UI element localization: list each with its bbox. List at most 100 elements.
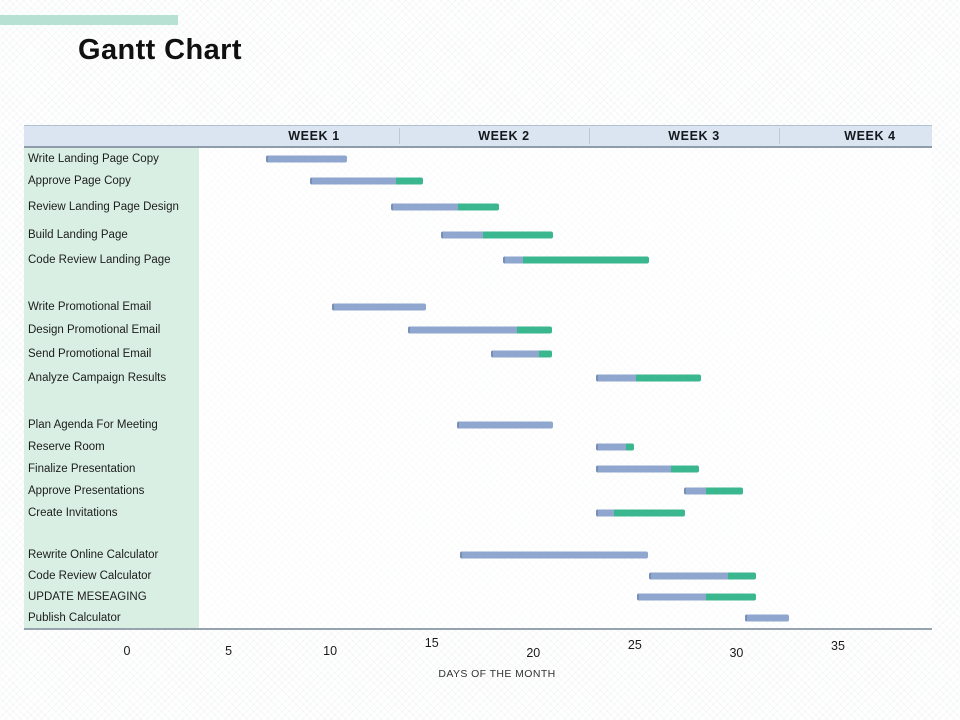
task-plot-area [201, 586, 932, 607]
x-axis-tick: 5 [225, 644, 233, 658]
task-plot-area [201, 565, 932, 586]
bar-planned-segment [310, 177, 396, 185]
bar-planned-segment [407, 326, 517, 334]
gantt-bar [456, 421, 553, 429]
task-plot-area [201, 192, 932, 222]
bar-progress-segment [671, 465, 700, 473]
task-row: Reserve Room [24, 436, 932, 458]
task-plot-area [201, 222, 932, 248]
bar-planned-segment [596, 443, 627, 451]
task-row: UPDATE MESEAGING [24, 586, 932, 607]
task-row: Code Review Landing Page [24, 248, 932, 272]
x-axis-tick: 25 [627, 638, 642, 652]
x-axis-tick: 0 [123, 644, 131, 658]
gantt-bar [596, 374, 702, 382]
bar-progress-segment [614, 509, 686, 517]
gantt-bar [745, 614, 789, 621]
task-row: Finalize Presentation [24, 458, 932, 480]
gantt-bar [490, 350, 552, 358]
page-title: Gantt Chart [78, 34, 242, 66]
bar-progress-segment [482, 231, 553, 239]
spacer-plot-cell [201, 524, 932, 544]
bar-planned-segment [745, 614, 789, 621]
bar-progress-segment [626, 443, 635, 451]
bar-progress-segment [457, 203, 499, 211]
bar-planned-segment [596, 465, 672, 473]
week-separator [588, 128, 590, 144]
week-separator [399, 128, 400, 144]
task-label: Code Review Calculator [24, 565, 201, 586]
week-header-row: WEEK 1 WEEK 2 WEEK 3 WEEK 4 [24, 126, 932, 148]
bar-planned-segment [440, 231, 483, 239]
task-label: Code Review Landing Page [24, 248, 201, 272]
x-axis: 0 5 10 15 20 25 30 35 [24, 634, 932, 664]
task-plot-area [201, 318, 932, 342]
task-plot-area [201, 502, 932, 524]
task-row: Design Promotional Email [24, 318, 932, 342]
x-axis-tick: 20 [526, 646, 541, 660]
week-header-label: WEEK 1 [288, 129, 340, 143]
bar-progress-segment [516, 326, 552, 334]
gantt-bar [440, 231, 553, 239]
task-plot-area [201, 458, 932, 480]
accent-bar [0, 15, 178, 25]
task-row: Analyze Campaign Results [24, 366, 932, 390]
bar-planned-segment [266, 155, 348, 163]
week-header-label: WEEK 2 [478, 129, 530, 143]
bar-planned-segment [596, 509, 615, 517]
gantt-bar [596, 465, 700, 473]
week-separator [778, 128, 780, 144]
gantt-bar [391, 203, 499, 211]
task-label: Design Promotional Email [24, 318, 201, 342]
task-plot-area [201, 436, 932, 458]
gantt-bar [649, 572, 757, 579]
task-row: Review Landing Page Design [24, 192, 932, 222]
task-rows: Write Landing Page Copy Approve Page Copy… [24, 148, 932, 630]
bar-progress-segment [706, 593, 757, 600]
gantt-bar [684, 487, 744, 495]
bar-progress-segment [636, 374, 702, 382]
bar-progress-segment [727, 572, 757, 579]
task-plot-area [201, 148, 932, 170]
task-plot-area [201, 414, 932, 436]
task-plot-area [201, 544, 932, 565]
gantt-table: WEEK 1 WEEK 2 WEEK 3 WEEK 4 Write Landing P… [24, 125, 932, 630]
task-label: Review Landing Page Design [24, 192, 201, 222]
x-axis-title: DAYS OF THE MONTH [438, 668, 556, 680]
bar-planned-segment [490, 350, 539, 358]
task-label: Rewrite Online Calculator [24, 544, 201, 565]
task-label: UPDATE MESEAGING [24, 586, 201, 607]
task-label: Create Invitations [24, 502, 201, 524]
task-label: Finalize Presentation [24, 458, 201, 480]
gantt-bar [332, 303, 426, 311]
spacer-row [24, 390, 932, 414]
task-label: Publish Calculator [24, 607, 201, 628]
bar-planned-segment [649, 572, 728, 579]
task-plot-area [201, 607, 932, 628]
task-row: Write Landing Page Copy [24, 148, 932, 170]
task-plot-area [201, 480, 932, 502]
task-label: Analyze Campaign Results [24, 366, 201, 390]
gantt-bar [637, 593, 757, 600]
gantt-bar [407, 326, 552, 334]
task-row: Publish Calculator [24, 607, 932, 628]
task-row: Rewrite Online Calculator [24, 544, 932, 565]
spacer-row [24, 524, 932, 544]
task-row: Plan Agenda For Meeting [24, 414, 932, 436]
spacer-label-cell [24, 272, 201, 296]
task-plot-area [201, 342, 932, 366]
gantt-bar [596, 509, 686, 517]
bar-planned-segment [637, 593, 707, 600]
bar-planned-segment [391, 203, 458, 211]
task-label: Approve Page Copy [24, 170, 201, 192]
spacer-plot-cell [201, 272, 932, 296]
x-axis-tick: 15 [424, 636, 439, 650]
task-label: Build Landing Page [24, 222, 201, 248]
bar-planned-segment [502, 256, 523, 264]
task-label: Write Landing Page Copy [24, 148, 201, 170]
bar-planned-segment [456, 421, 553, 429]
task-row: Approve Presentations [24, 480, 932, 502]
bar-planned-segment [459, 551, 649, 558]
gantt-bar [596, 443, 635, 451]
task-row: Approve Page Copy [24, 170, 932, 192]
